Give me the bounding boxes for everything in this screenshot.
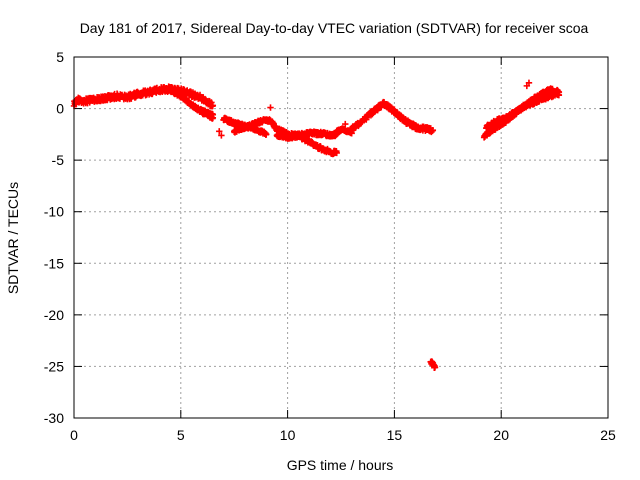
- y-tick-label: -5: [52, 152, 65, 168]
- y-tick-label: -30: [44, 410, 64, 426]
- chart-title: Day 181 of 2017, Sidereal Day-to-day VTE…: [80, 20, 589, 36]
- data-points: [70, 79, 563, 371]
- data-point: [305, 131, 313, 138]
- data-point: [216, 128, 223, 135]
- y-axis-label: SDTVAR / TECUs: [5, 182, 21, 294]
- x-tick-labels: 0 5 10 15 20 25: [70, 427, 616, 443]
- y-tick-label: 0: [56, 101, 64, 117]
- x-tick-label: 10: [280, 427, 296, 443]
- data-point: [209, 102, 217, 109]
- y-tick-label: -25: [44, 358, 64, 374]
- axis-ticks: [73, 56, 609, 419]
- data-point: [525, 79, 533, 86]
- x-axis-label: GPS time / hours: [287, 457, 394, 473]
- y-tick-label: -10: [44, 204, 64, 220]
- x-tick-label: 0: [70, 427, 78, 443]
- y-tick-label: -20: [44, 307, 64, 323]
- data-point: [267, 104, 274, 111]
- data-point: [218, 132, 225, 139]
- x-tick-label: 15: [387, 427, 403, 443]
- data-point: [429, 127, 437, 134]
- y-tick-labels: 5 0 -5 -10 -15 -20 -25 -30: [44, 49, 64, 426]
- plot-frame: [73, 56, 609, 419]
- y-tick-label: -15: [44, 255, 64, 271]
- x-tick-label: 5: [177, 427, 185, 443]
- data-point: [333, 149, 340, 157]
- y-tick-label: 5: [56, 49, 64, 65]
- data-point: [555, 88, 563, 96]
- data-point: [263, 131, 270, 138]
- x-tick-label: 25: [600, 427, 616, 443]
- x-tick-label: 20: [493, 427, 509, 443]
- data-point: [342, 120, 349, 128]
- data-point: [431, 364, 439, 371]
- data-point: [209, 111, 217, 118]
